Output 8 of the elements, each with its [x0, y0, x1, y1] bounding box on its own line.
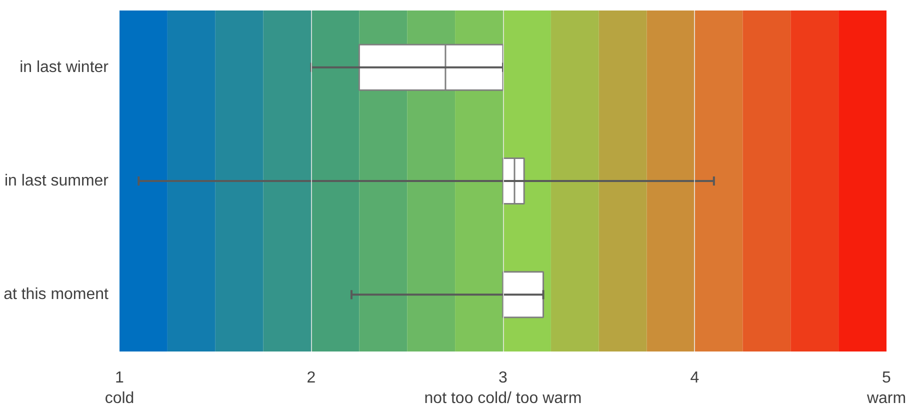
y-tick-label: in last summer — [4, 172, 110, 190]
x-tick-label: 3 not too cold/ too warm — [424, 370, 582, 407]
y-tick-label: at this moment — [4, 286, 110, 304]
x-tick-label: 2 — [306, 370, 316, 386]
x-tick-label: 5 warm — [866, 370, 906, 407]
y-tick-label: in last winter — [20, 58, 110, 76]
x-tick-label: 1 cold — [104, 370, 134, 407]
x-tick-label: 4 — [690, 370, 700, 386]
